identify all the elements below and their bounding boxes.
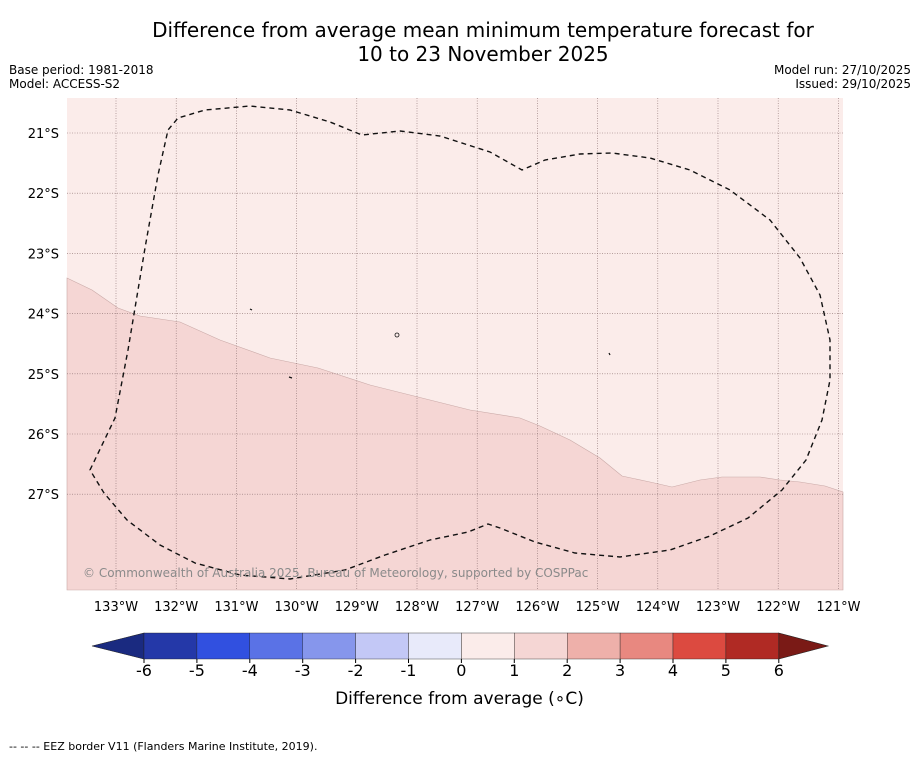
- colorbar-swatch: [408, 632, 462, 660]
- longitude-label: 130°W: [275, 600, 319, 615]
- colorbar-swatch: [196, 632, 250, 660]
- latitude-label: 22°S: [28, 187, 59, 202]
- longitude-label: 122°W: [756, 600, 800, 615]
- latitude-labels: 21°S 22°S 23°S 24°S 25°S 26°S 27°S: [28, 127, 59, 503]
- colorbar-swatch: [355, 632, 409, 660]
- colorbar-swatch: [143, 632, 198, 660]
- colorbar-tick-label: 3: [615, 661, 625, 680]
- colorbar-swatch: [672, 632, 727, 660]
- longitude-label: 124°W: [636, 600, 680, 615]
- meta-right: Model run: 27/10/2025 Issued: 29/10/2025: [774, 63, 911, 91]
- latitude-label: 25°S: [28, 368, 59, 383]
- map-area: © Commonwealth of Australia 2025, Bureau…: [66, 98, 844, 591]
- longitude-label: 129°W: [335, 600, 379, 615]
- latitude-label: 27°S: [28, 488, 59, 503]
- colorbar-tick-label: 2: [562, 661, 572, 680]
- latitude-label: 23°S: [28, 247, 59, 262]
- island: [249, 308, 253, 311]
- title-line-1: Difference from average mean minimum tem…: [152, 18, 814, 42]
- meta-left: Base period: 1981-2018 Model: ACCESS-S2: [9, 63, 154, 91]
- longitude-label: 125°W: [576, 600, 620, 615]
- longitude-label: 121°W: [816, 600, 860, 615]
- model-name: Model: ACCESS-S2: [9, 77, 121, 91]
- colorbar-tick-label: 1: [509, 661, 519, 680]
- map-title: Difference from average mean minimum tem…: [0, 18, 919, 66]
- base-period: Base period: 1981-2018: [9, 63, 154, 77]
- graticule: [67, 98, 843, 590]
- colorbar-tick-label: -5: [189, 661, 205, 680]
- colorbar-under-arrow: [91, 632, 145, 660]
- colorbar-tick-label: 0: [456, 661, 466, 680]
- longitude-label: 127°W: [455, 600, 499, 615]
- longitude-label: 131°W: [214, 600, 258, 615]
- islands: [249, 308, 611, 379]
- colorbar-over-arrow: [778, 632, 830, 660]
- copyright-text: © Commonwealth of Australia 2025, Bureau…: [83, 566, 588, 580]
- island: [394, 332, 400, 338]
- longitude-label: 128°W: [395, 600, 439, 615]
- eez-border: [89, 105, 831, 580]
- colorbar-tick-label: -4: [242, 661, 258, 680]
- title-line-2: 10 to 23 November 2025: [357, 42, 609, 66]
- colorbar-tick-label: 6: [774, 661, 784, 680]
- colorbar-tick-label: 4: [668, 661, 678, 680]
- colorbar: -6 -5 -4 -3 -2 -1 0 1 2 3 4 5 6: [91, 632, 830, 680]
- issued-date: Issued: 29/10/2025: [795, 77, 911, 91]
- latitude-label: 24°S: [28, 308, 59, 323]
- colorbar-swatch: [249, 632, 303, 660]
- island: [608, 352, 611, 356]
- longitude-labels: 133°W 132°W 131°W 130°W 129°W 128°W 127°W 126°W…: [94, 600, 861, 615]
- colorbar-tick-label: 5: [721, 661, 731, 680]
- latitude-label: 26°S: [28, 428, 59, 443]
- colorbar-swatch: [461, 632, 515, 660]
- colorbar-swatch: [567, 632, 621, 660]
- colorbar-swatch: [302, 632, 356, 660]
- longitude-label: 133°W: [94, 600, 138, 615]
- longitude-label: 132°W: [154, 600, 198, 615]
- eez-footnote: -- -- -- EEZ border V11 (Flanders Marine…: [9, 740, 318, 753]
- colorbar-tick-label: -2: [348, 661, 364, 680]
- colorbar-tick-label: -3: [295, 661, 311, 680]
- colorbar-swatch: [619, 632, 674, 660]
- colorbar-label: Difference from average (∘C): [335, 689, 584, 709]
- longitude-label: 123°W: [696, 600, 740, 615]
- colorbar-tick-label: -6: [136, 661, 152, 680]
- model-run: Model run: 27/10/2025: [773, 63, 911, 77]
- latitude-label: 21°S: [28, 127, 59, 142]
- colorbar-tick-label: -1: [401, 661, 417, 680]
- colorbar-swatch: [725, 632, 780, 660]
- colorbar-swatch: [514, 632, 568, 660]
- longitude-label: 126°W: [515, 600, 559, 615]
- island: [288, 376, 293, 379]
